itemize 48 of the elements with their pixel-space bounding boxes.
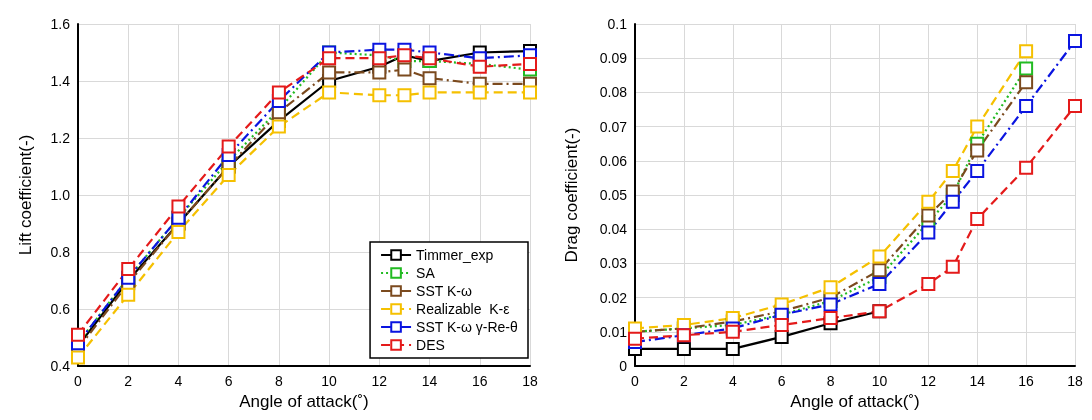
x-tick-label: 8 [274,373,283,389]
x-tick-label: 2 [679,373,688,389]
y-tick-label: 0.09 [599,50,628,67]
x-tick-label: 2 [124,373,133,389]
y-tick-label: 1.2 [50,130,71,146]
x-tick-label: 18 [522,373,538,389]
x-tick-label: 6 [224,373,233,389]
x-tick-label: 18 [1067,373,1083,389]
y-tick-label: 0.6 [50,301,71,317]
legend-label: Timmer_exp [416,247,494,263]
x-tick-label: 10 [321,373,338,389]
x-tick-label: 16 [1018,373,1035,389]
x-tick-label: 8 [826,373,835,389]
x-tick-label: 0 [74,373,83,389]
y-tick-label: 1.4 [50,73,71,89]
x-tick-label: 12 [371,373,388,389]
y-tick-label: 1.0 [50,187,71,203]
legend-label: SST K-ω γ-Re-θ [416,319,518,335]
y-axis-title: Drag coefficient(-) [562,127,581,263]
y-tick-label: 0 [619,358,628,374]
x-axis-title: Angle of attack(˚) [239,391,369,411]
x-tick-label: 6 [777,373,786,389]
y-tick-label: 0.03 [599,255,628,272]
y-tick-label: 0.07 [599,118,628,135]
y-tick-label: 0.4 [50,358,71,374]
x-tick-label: 12 [920,373,937,389]
x-tick-label: 10 [871,373,888,389]
y-tick-label: 0.02 [599,289,628,306]
y-tick-label: 1.6 [50,16,71,32]
y-tick-label: 0.8 [50,244,71,260]
y-tick-label: 0.05 [599,187,628,203]
y-tick-label: 0.04 [599,221,628,238]
x-tick-label: 4 [728,373,737,389]
x-tick-label: 16 [471,373,488,389]
y-axis-title: Lift coefficient(-) [16,134,35,256]
y-tick-label: 0.06 [599,152,628,169]
y-tick-label: 0.08 [599,84,628,101]
legend-label: Realizable K-ε [416,301,510,317]
x-tick-label: 4 [174,373,183,389]
x-axis-title: Angle of attack(˚) [790,391,920,411]
legend-label: DES [416,337,445,353]
legend-label: SA [416,265,436,281]
legend-label: SST K-ω [416,283,472,299]
x-tick-label: 14 [969,373,986,389]
x-tick-label: 0 [631,373,640,389]
y-tick-label: 0.01 [599,323,628,340]
x-tick-label: 14 [421,373,438,389]
y-tick-label: 0.1 [607,16,628,32]
